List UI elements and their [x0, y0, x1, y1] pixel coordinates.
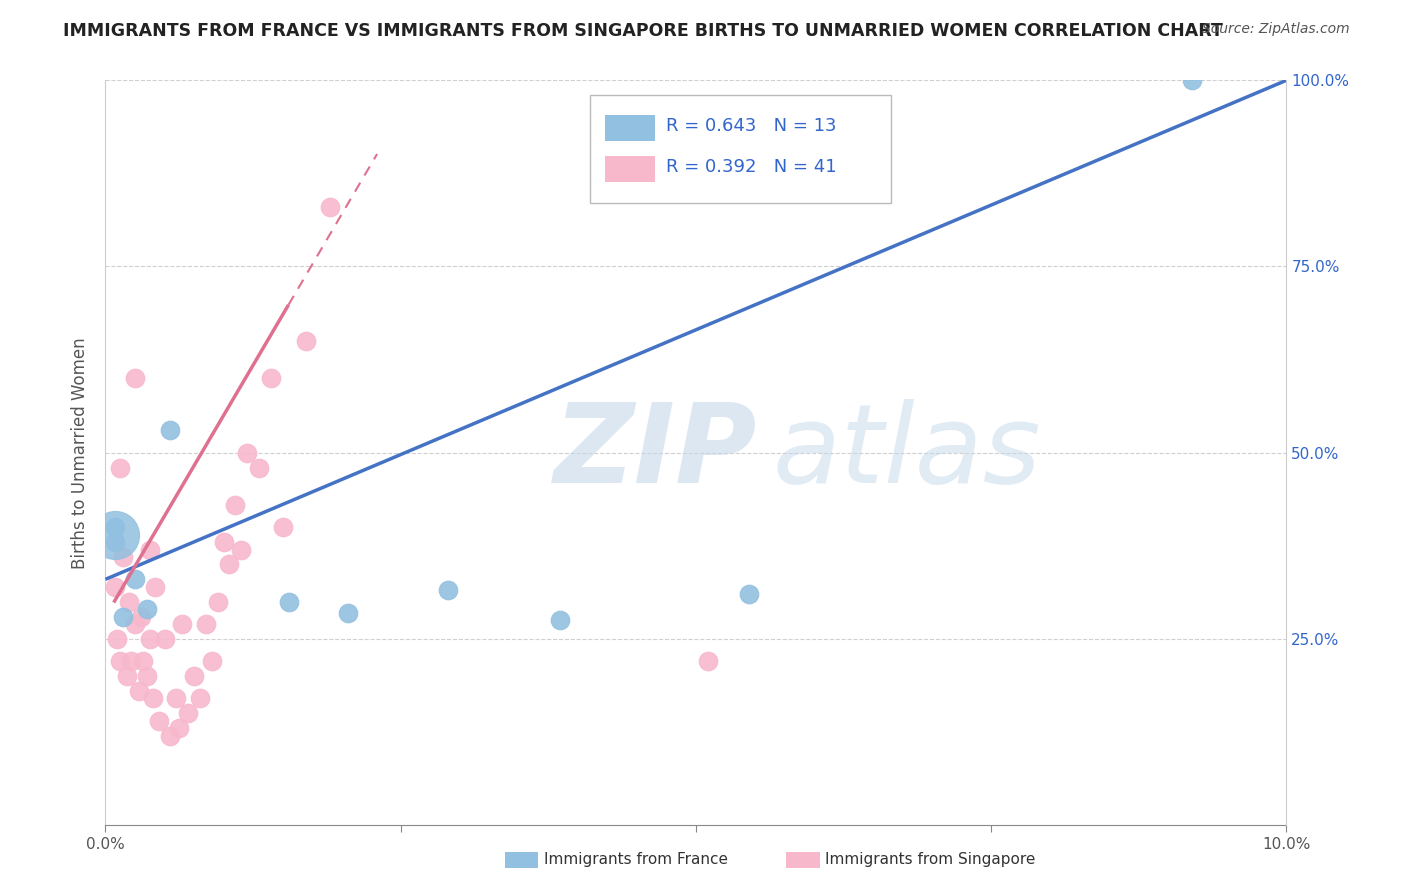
Text: ZIP: ZIP	[554, 400, 758, 506]
Point	[104, 527, 127, 541]
FancyBboxPatch shape	[605, 155, 655, 182]
Text: Immigrants from France: Immigrants from France	[544, 853, 728, 867]
Point	[696, 654, 718, 668]
Point	[104, 580, 127, 594]
Text: IMMIGRANTS FROM FRANCE VS IMMIGRANTS FROM SINGAPORE BIRTHS TO UNMARRIED WOMEN CO: IMMIGRANTS FROM FRANCE VS IMMIGRANTS FRO…	[63, 22, 1223, 40]
Point	[165, 691, 187, 706]
Point	[112, 549, 135, 564]
Point	[135, 602, 157, 616]
FancyBboxPatch shape	[605, 114, 655, 141]
Point	[271, 520, 294, 534]
Point	[231, 542, 253, 557]
Text: atlas: atlas	[773, 400, 1042, 506]
Text: R = 0.392   N = 41: R = 0.392 N = 41	[666, 158, 837, 176]
Point	[153, 632, 176, 646]
Point	[120, 654, 142, 668]
Point	[159, 729, 181, 743]
Point	[1181, 73, 1204, 87]
Point	[132, 654, 155, 668]
Text: Source: ZipAtlas.com: Source: ZipAtlas.com	[1202, 22, 1350, 37]
Point	[148, 714, 170, 728]
Point	[135, 669, 157, 683]
Point	[139, 542, 162, 557]
Point	[142, 691, 165, 706]
Point	[118, 594, 141, 608]
Point	[260, 371, 283, 385]
Point	[108, 654, 131, 668]
Point	[104, 520, 127, 534]
Point	[112, 609, 135, 624]
Point	[104, 520, 127, 534]
Point	[129, 609, 152, 624]
Text: R = 0.643   N = 13: R = 0.643 N = 13	[666, 117, 837, 135]
Point	[224, 498, 246, 512]
Point	[167, 721, 190, 735]
Point	[201, 654, 224, 668]
Point	[212, 535, 235, 549]
Point	[124, 617, 146, 632]
Y-axis label: Births to Unmarried Women: Births to Unmarried Women	[72, 337, 90, 568]
Point	[277, 594, 299, 608]
Point	[319, 200, 342, 214]
Point	[172, 617, 194, 632]
Point	[105, 632, 128, 646]
Point	[437, 583, 460, 598]
Point	[108, 460, 131, 475]
Point	[207, 594, 229, 608]
Point	[159, 423, 181, 437]
FancyBboxPatch shape	[589, 95, 891, 203]
Point	[738, 587, 761, 601]
Point	[104, 535, 127, 549]
Point	[128, 684, 150, 698]
Point	[194, 617, 217, 632]
Point	[177, 706, 200, 721]
Point	[115, 669, 138, 683]
Point	[218, 558, 240, 572]
Point	[548, 613, 571, 627]
Point	[124, 371, 146, 385]
Point	[183, 669, 205, 683]
Point	[188, 691, 211, 706]
Text: Immigrants from Singapore: Immigrants from Singapore	[825, 853, 1036, 867]
Point	[139, 632, 162, 646]
Point	[236, 446, 259, 460]
Point	[124, 572, 146, 586]
Point	[247, 460, 270, 475]
Point	[336, 606, 359, 620]
Point	[143, 580, 166, 594]
Point	[295, 334, 318, 348]
